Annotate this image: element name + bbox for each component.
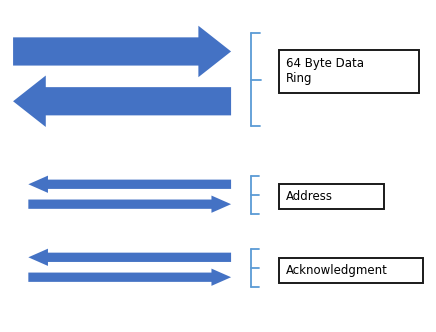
FancyArrow shape — [28, 269, 231, 286]
FancyArrow shape — [28, 176, 231, 193]
Text: Address: Address — [286, 190, 333, 203]
Text: Acknowledgment: Acknowledgment — [286, 264, 388, 277]
FancyArrow shape — [28, 249, 231, 266]
FancyArrow shape — [13, 26, 231, 77]
Text: 64 Byte Data
Ring: 64 Byte Data Ring — [286, 57, 364, 85]
FancyArrow shape — [28, 196, 231, 213]
FancyBboxPatch shape — [279, 184, 384, 209]
FancyBboxPatch shape — [279, 258, 423, 283]
FancyArrow shape — [13, 76, 231, 127]
FancyBboxPatch shape — [279, 50, 419, 93]
